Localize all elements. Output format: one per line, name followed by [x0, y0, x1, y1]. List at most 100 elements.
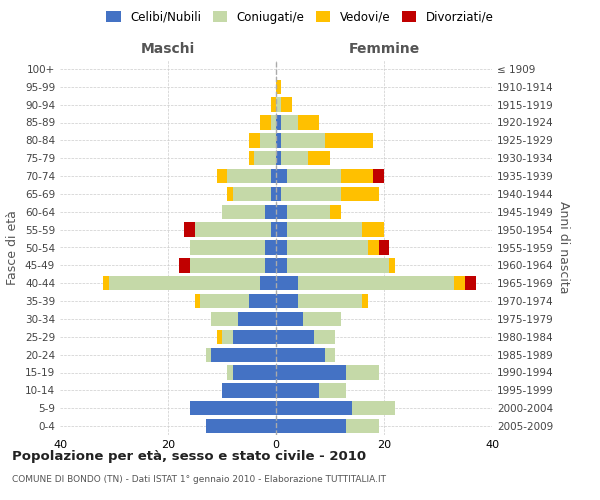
Bar: [276, 366, 346, 380]
Bar: [362, 222, 384, 237]
Bar: [206, 419, 276, 433]
Bar: [298, 276, 454, 290]
Bar: [271, 187, 276, 201]
Bar: [109, 276, 260, 290]
Bar: [184, 222, 195, 237]
Bar: [276, 276, 298, 290]
Bar: [271, 116, 276, 130]
Bar: [276, 80, 281, 94]
Bar: [260, 116, 271, 130]
Bar: [303, 312, 341, 326]
Bar: [276, 401, 352, 415]
Bar: [287, 204, 330, 219]
Bar: [233, 330, 276, 344]
Bar: [227, 169, 271, 183]
Legend: Celibi/Nubili, Coniugati/e, Vedovi/e, Divorziati/e: Celibi/Nubili, Coniugati/e, Vedovi/e, Di…: [101, 6, 499, 28]
Text: Popolazione per età, sesso e stato civile - 2010: Popolazione per età, sesso e stato civil…: [12, 450, 366, 463]
Bar: [276, 222, 287, 237]
Bar: [314, 330, 335, 344]
Bar: [373, 169, 384, 183]
Bar: [281, 151, 308, 166]
Bar: [287, 258, 389, 272]
Bar: [341, 169, 373, 183]
Bar: [276, 330, 314, 344]
Bar: [206, 348, 211, 362]
Bar: [298, 116, 319, 130]
Bar: [233, 187, 271, 201]
Bar: [276, 187, 281, 201]
Bar: [298, 294, 362, 308]
Bar: [276, 383, 319, 398]
Bar: [265, 258, 276, 272]
Bar: [195, 294, 200, 308]
Bar: [325, 133, 373, 148]
Bar: [308, 151, 330, 166]
Bar: [287, 222, 362, 237]
Bar: [271, 169, 276, 183]
Bar: [265, 204, 276, 219]
Bar: [362, 294, 368, 308]
Y-axis label: Fasce di età: Fasce di età: [7, 210, 19, 285]
Bar: [227, 187, 233, 201]
Bar: [276, 258, 287, 272]
Bar: [276, 116, 281, 130]
Bar: [341, 187, 379, 201]
Bar: [211, 348, 276, 362]
Bar: [190, 240, 265, 254]
Bar: [281, 98, 292, 112]
Bar: [211, 312, 238, 326]
Bar: [271, 98, 276, 112]
Bar: [379, 240, 389, 254]
Bar: [287, 169, 341, 183]
Bar: [249, 294, 276, 308]
Bar: [222, 330, 233, 344]
Bar: [325, 348, 335, 362]
Bar: [276, 98, 281, 112]
Text: Femmine: Femmine: [349, 42, 419, 56]
Bar: [368, 240, 379, 254]
Bar: [217, 330, 222, 344]
Bar: [222, 204, 265, 219]
Bar: [227, 366, 233, 380]
Bar: [276, 312, 303, 326]
Bar: [276, 348, 325, 362]
Bar: [346, 366, 379, 380]
Bar: [233, 366, 276, 380]
Bar: [276, 419, 346, 433]
Bar: [179, 258, 190, 272]
Bar: [352, 401, 395, 415]
Bar: [222, 383, 276, 398]
Bar: [103, 276, 109, 290]
Bar: [249, 151, 254, 166]
Bar: [346, 419, 379, 433]
Bar: [249, 133, 260, 148]
Bar: [276, 294, 298, 308]
Bar: [238, 312, 276, 326]
Bar: [276, 240, 287, 254]
Bar: [281, 116, 298, 130]
Bar: [265, 240, 276, 254]
Bar: [190, 258, 265, 272]
Bar: [217, 169, 227, 183]
Bar: [260, 133, 276, 148]
Text: Maschi: Maschi: [141, 42, 195, 56]
Bar: [287, 240, 368, 254]
Bar: [276, 151, 281, 166]
Bar: [465, 276, 476, 290]
Bar: [254, 151, 276, 166]
Bar: [330, 204, 341, 219]
Bar: [271, 222, 276, 237]
Bar: [276, 133, 281, 148]
Bar: [276, 169, 287, 183]
Bar: [260, 276, 276, 290]
Bar: [200, 294, 249, 308]
Bar: [389, 258, 395, 272]
Bar: [190, 401, 276, 415]
Bar: [281, 133, 325, 148]
Bar: [281, 187, 341, 201]
Bar: [195, 222, 271, 237]
Y-axis label: Anni di nascita: Anni di nascita: [557, 201, 570, 294]
Text: COMUNE DI BONDO (TN) - Dati ISTAT 1° gennaio 2010 - Elaborazione TUTTITALIA.IT: COMUNE DI BONDO (TN) - Dati ISTAT 1° gen…: [12, 475, 386, 484]
Bar: [454, 276, 465, 290]
Bar: [319, 383, 346, 398]
